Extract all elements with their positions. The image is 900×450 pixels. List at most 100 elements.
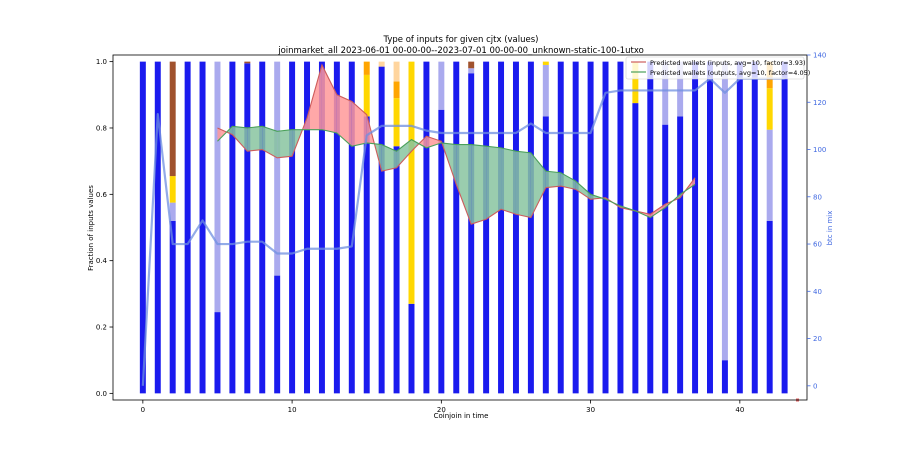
y-axis-right: 0 20 40 60 80 100 120 140 xyxy=(807,52,826,390)
bar-gold-18 xyxy=(408,61,415,304)
bar-fresh-31 xyxy=(602,61,609,394)
chart-title: Type of inputs for given cjtx (values) xyxy=(383,35,539,45)
fill-between-1-0 xyxy=(232,126,248,152)
bar-peach-17 xyxy=(393,61,400,82)
legend-label-outputs: Predicted wallets (outputs, avg=10, fact… xyxy=(650,69,810,77)
bar-orange-15 xyxy=(363,61,370,75)
bar-fresh-18 xyxy=(408,303,415,394)
bar-fresh-40 xyxy=(736,61,743,394)
y2-tick-label: 40 xyxy=(813,288,822,296)
line-predicted-outputs xyxy=(217,125,696,219)
fill-between-14-0 xyxy=(426,136,442,148)
y-tick-label: 1.0 xyxy=(96,58,107,66)
fill-between-3-0 xyxy=(262,126,278,158)
bar-gold-33 xyxy=(632,61,639,104)
bar-remix-39 xyxy=(721,61,728,361)
bar-fresh-35 xyxy=(662,124,669,394)
bar-fresh-1 xyxy=(154,61,161,394)
bar-fresh-29 xyxy=(572,61,579,394)
fill-between-8-0 xyxy=(336,94,352,147)
bar-fresh-8 xyxy=(259,61,266,394)
bar-gold-42 xyxy=(766,88,773,130)
fill-between-23-0 xyxy=(560,172,576,190)
bar-fresh-5 xyxy=(214,312,221,394)
axes-frame xyxy=(112,54,808,401)
bar-fresh-11 xyxy=(304,61,311,394)
bar-gold-17 xyxy=(393,98,400,147)
bar-fresh-20 xyxy=(438,109,445,394)
x-axis: 0 10 20 30 40 xyxy=(141,400,744,414)
bar-remix-42 xyxy=(766,129,773,221)
fill-between-21-0 xyxy=(530,152,546,218)
bar-fresh-13 xyxy=(333,61,340,394)
bar-fresh-33 xyxy=(632,103,639,394)
x-tick-label: 40 xyxy=(735,406,744,414)
bar-fresh-38 xyxy=(707,61,713,394)
fill-between-4-0 xyxy=(277,129,293,158)
fill-between-13-1 xyxy=(418,136,427,148)
bar-brown-2 xyxy=(169,61,176,177)
fill-between-17-0 xyxy=(471,144,487,225)
fill-between-19-0 xyxy=(501,147,516,215)
y2-tick-label: 20 xyxy=(813,335,822,343)
bar-remix-27 xyxy=(542,64,549,117)
plot-area xyxy=(139,61,799,402)
y-tick-label: 0.0 xyxy=(96,390,107,398)
x-tick-label: 20 xyxy=(437,406,446,414)
bar-fresh-12 xyxy=(318,61,325,394)
bar-fresh-7 xyxy=(244,63,251,394)
bar-fresh-27 xyxy=(542,116,549,394)
bar-fresh-14 xyxy=(348,61,355,394)
bar-fresh-30 xyxy=(587,61,594,394)
bar-fresh-3 xyxy=(184,61,191,394)
fill-between-2-0 xyxy=(247,126,263,152)
fill-between-16-0 xyxy=(456,144,472,225)
bar-fresh-32 xyxy=(617,61,624,394)
x-axis-label: Coinjoin in time xyxy=(434,412,489,420)
fill-between-24-0 xyxy=(575,181,591,200)
y-tick-label: 0.4 xyxy=(96,257,108,265)
fill-between-29-0 xyxy=(650,204,666,218)
y2-tick-label: 140 xyxy=(813,52,826,60)
y2-tick-label: 60 xyxy=(813,241,822,249)
bar-fresh-24 xyxy=(498,61,505,394)
bar-remix-36 xyxy=(677,61,684,117)
bar-fresh-17 xyxy=(393,146,400,394)
bar-gold-27 xyxy=(542,61,549,65)
fill-between-12-0 xyxy=(396,139,412,168)
bar-fresh-10 xyxy=(289,61,296,394)
bar-fresh-9 xyxy=(274,275,281,394)
bar-remix-9 xyxy=(274,61,281,276)
legend-label-inputs: Predicted wallets (inputs, avg=10, facto… xyxy=(650,59,806,67)
bar-gold-15 xyxy=(363,74,370,117)
bar-brown-7 xyxy=(244,61,251,64)
bar-remix-22 xyxy=(468,68,475,74)
y2-tick-label: 80 xyxy=(813,193,822,201)
bar-fresh-36 xyxy=(677,116,684,394)
fill-between-22-0 xyxy=(545,171,561,188)
y2-axis-label: btc in mix xyxy=(826,211,834,246)
legend: Predicted wallets (inputs, avg=10, facto… xyxy=(625,56,810,80)
bar-fresh-39 xyxy=(721,360,728,394)
y2-tick-label: 0 xyxy=(813,382,817,390)
y2-tick-label: 100 xyxy=(813,146,826,154)
y2-tick-label: 120 xyxy=(813,99,826,107)
fill-between-6-0 xyxy=(307,64,322,130)
bar-remix-5 xyxy=(214,61,221,313)
bar-fresh-2 xyxy=(169,220,176,394)
x-tick-label: 30 xyxy=(586,406,595,414)
bar-fresh-37 xyxy=(692,61,699,394)
bar-remix-2 xyxy=(169,202,176,221)
fill-between-11-0 xyxy=(381,144,397,172)
bar-fresh-43 xyxy=(781,61,788,394)
bar-fresh-42 xyxy=(766,220,773,394)
bar-fresh-21 xyxy=(453,61,460,394)
chart-subtitle: joinmarket_all 2023-06-01 00-00-00--2023… xyxy=(277,46,644,56)
bar-peach-16 xyxy=(378,61,385,67)
line-btc-in-mix xyxy=(141,77,785,386)
bar-fresh-26 xyxy=(527,61,534,394)
bar-fresh-16 xyxy=(378,66,385,394)
y-tick-label: 0.2 xyxy=(96,324,107,332)
bar-remix-20 xyxy=(438,61,445,110)
